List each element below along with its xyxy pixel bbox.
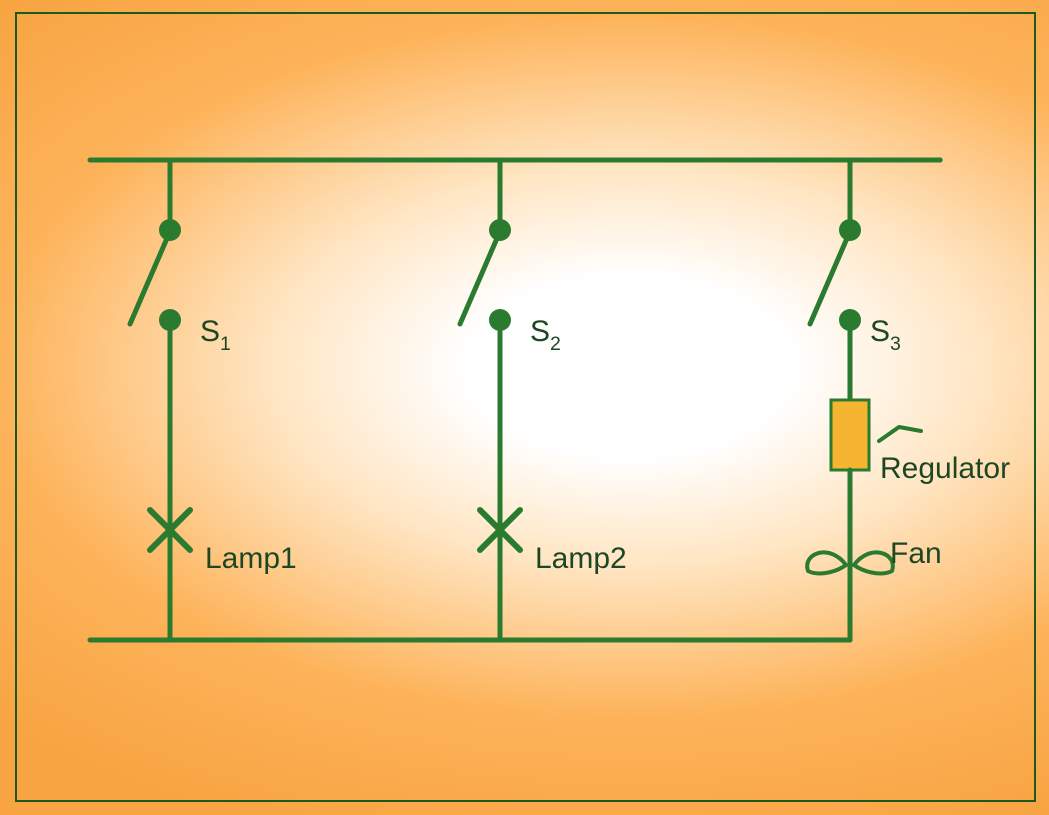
switch-label-2: S2	[530, 315, 561, 354]
switch-label-3: S3	[870, 315, 901, 354]
switch-label-3-sub: 3	[890, 333, 901, 355]
lamp-label-1: Lamp1	[205, 542, 297, 576]
lamp-label-2: Lamp2	[535, 542, 627, 576]
switch-label-1-letter: S	[200, 315, 220, 348]
switch-label-1-sub: 1	[220, 333, 231, 355]
regulator-label: Regulator	[880, 452, 1010, 486]
circuit-diagram	[0, 0, 1049, 815]
switch-label-1: S1	[200, 315, 231, 354]
fan-label: Fan	[890, 537, 942, 571]
switch-label-3-letter: S	[870, 315, 890, 348]
switch-label-2-sub: 2	[550, 333, 561, 355]
diagram-canvas: { "viewport": { "width": 1049, "height":…	[0, 0, 1049, 815]
switch-label-2-letter: S	[530, 315, 550, 348]
